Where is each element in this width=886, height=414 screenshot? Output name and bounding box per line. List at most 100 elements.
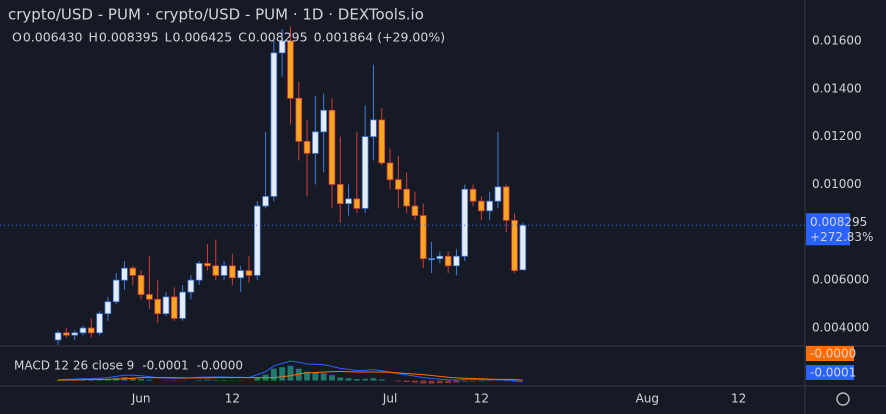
macd-histogram-bar xyxy=(146,379,153,381)
macd-histogram-bar xyxy=(486,380,493,382)
candle-body xyxy=(112,279,120,303)
macd-histogram-bar xyxy=(221,379,227,381)
candle-body xyxy=(96,313,103,334)
macd-histogram-bar xyxy=(511,380,518,382)
macd-histogram-bar xyxy=(395,380,402,382)
change-value: 0.001864 (+29.00%) xyxy=(314,30,446,45)
y-tick-label: 0.01400 xyxy=(812,81,862,95)
ohlc-key: L xyxy=(165,30,172,45)
candle-body xyxy=(361,136,369,209)
y-tick-label: 0.006000 xyxy=(812,273,869,287)
candle-body xyxy=(121,267,128,281)
candle-body xyxy=(220,265,228,276)
last-price-label: 0.008295 xyxy=(810,215,867,229)
signal-axis-label: -0.0000 xyxy=(810,347,856,361)
macd-histogram-bar xyxy=(453,380,460,383)
macd-label: MACD 12 26 close 9 xyxy=(14,359,134,373)
candle-body xyxy=(444,255,452,267)
candle-body xyxy=(146,294,153,300)
macd-histogram-bar xyxy=(196,379,203,381)
macd-histogram-bar xyxy=(370,378,377,381)
macd-histogram-bar xyxy=(138,378,144,381)
macd-histogram-bar xyxy=(345,378,352,381)
macd-histogram-bar xyxy=(204,379,211,381)
candle-body xyxy=(170,296,178,319)
candle-body xyxy=(71,332,78,336)
candle-body xyxy=(320,109,327,133)
ohlc-value: 0.006430 xyxy=(23,30,83,45)
macd-line xyxy=(58,360,523,383)
x-tick-label: Jul xyxy=(382,392,397,406)
ohlc-key: C xyxy=(238,30,247,45)
macd-histogram-bar xyxy=(436,380,443,384)
candle-body xyxy=(270,52,278,197)
macd-histogram-bar xyxy=(445,380,452,383)
signal-axis-box xyxy=(806,346,854,361)
macd-histogram-bar xyxy=(254,377,261,381)
ohlc-key: O xyxy=(12,30,22,45)
candle-body xyxy=(312,131,319,154)
y-tick-label: 0.01600 xyxy=(812,33,862,47)
candle-body xyxy=(486,200,493,212)
candle-body xyxy=(287,40,294,99)
macd-histogram-bar xyxy=(96,379,103,381)
candle-body xyxy=(187,279,195,293)
macd-histogram-bar xyxy=(320,373,327,381)
price-pane xyxy=(0,26,805,345)
macd-histogram-bar xyxy=(88,379,95,381)
macd-histogram-bar xyxy=(353,379,360,381)
candle-body xyxy=(63,332,70,336)
macd-histogram-bar xyxy=(420,380,427,384)
candle-body xyxy=(336,184,344,205)
signal-value: -0.0000 xyxy=(197,359,243,373)
x-tick-label: 12 xyxy=(474,392,489,406)
chart-title: crypto/USD - PUM · crypto/USD - PUM · 1D… xyxy=(8,6,424,24)
settings-icon[interactable] xyxy=(836,392,850,406)
candle-body xyxy=(195,263,203,281)
ohlc-value: 0.008395 xyxy=(99,30,159,45)
macd-histogram-bar xyxy=(55,379,61,381)
candle-body xyxy=(428,258,435,261)
candle-body xyxy=(237,270,244,279)
macd-histogram-bar xyxy=(337,377,344,381)
macd-histogram-bar xyxy=(329,375,335,381)
macd-histogram-bar xyxy=(212,379,219,381)
candle-body xyxy=(411,205,419,216)
candle-body xyxy=(436,255,444,260)
macd-pane: MACD 12 26 close 9 -0.0001 -0.0000 xyxy=(14,359,523,384)
candle-body xyxy=(79,327,87,334)
macd-histogram-bar xyxy=(403,380,410,383)
candle-body xyxy=(154,298,161,315)
candle-body xyxy=(345,198,352,205)
ohlc-value: 0.006425 xyxy=(173,30,233,45)
last-change-label: +272.83% xyxy=(810,230,873,244)
candle-body xyxy=(461,188,469,257)
candle-body xyxy=(204,263,211,267)
macd-histogram-bar xyxy=(412,380,418,383)
macd-histogram-bar xyxy=(378,379,385,381)
candle-body xyxy=(478,200,485,212)
candle-body xyxy=(229,265,236,279)
candle-body xyxy=(212,265,220,276)
x-tick-label: 12 xyxy=(731,392,746,406)
candle-body xyxy=(519,224,527,271)
candle-body xyxy=(511,219,518,271)
x-tick-label: Aug xyxy=(636,392,659,406)
candle-body xyxy=(353,198,361,209)
macd-histogram-bar xyxy=(461,380,468,382)
ohlc-value: 0.008295 xyxy=(248,30,308,45)
macd-histogram-bar xyxy=(304,371,310,381)
axes: 0.004000 0.006000 0.01000 0.01200 0.01400 0.0… xyxy=(131,33,874,405)
macd-value: -0.0001 xyxy=(142,359,188,373)
x-tick-label: 12 xyxy=(225,392,240,406)
candle-body xyxy=(494,186,502,202)
macd-axis-box xyxy=(806,365,854,380)
candle-body xyxy=(370,119,377,138)
macd-histogram-bar xyxy=(503,380,510,382)
macd-histogram-bar xyxy=(270,368,277,381)
candle-body xyxy=(395,179,402,190)
candle-body xyxy=(303,140,311,154)
macd-histogram-bar xyxy=(470,380,476,382)
macd-axis-label: -0.0001 xyxy=(810,366,856,380)
